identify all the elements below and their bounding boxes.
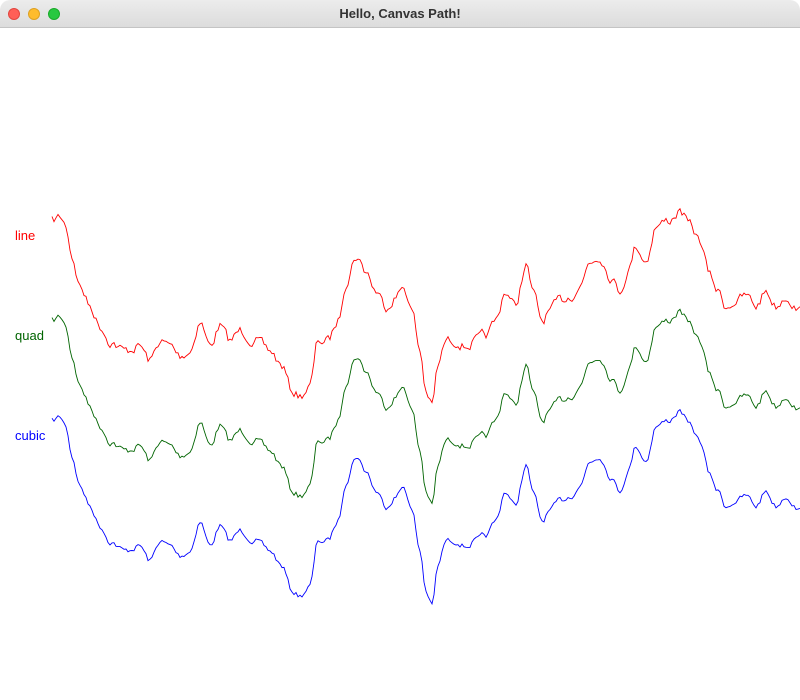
window-title: Hello, Canvas Path!: [339, 6, 461, 21]
close-window-button[interactable]: [8, 8, 20, 20]
line-label: line: [15, 228, 36, 243]
line-path: [51, 207, 800, 404]
title-bar[interactable]: Hello, Canvas Path!: [0, 0, 800, 28]
canvas[interactable]: line quad cubic: [0, 28, 800, 700]
cubic-path: [51, 408, 800, 606]
path-canvas: [51, 207, 800, 606]
quad-label: quad: [15, 328, 44, 343]
quad-path: [51, 308, 800, 505]
minimize-window-button[interactable]: [28, 8, 40, 20]
cubic-label: cubic: [15, 428, 46, 443]
zoom-window-button[interactable]: [48, 8, 60, 20]
